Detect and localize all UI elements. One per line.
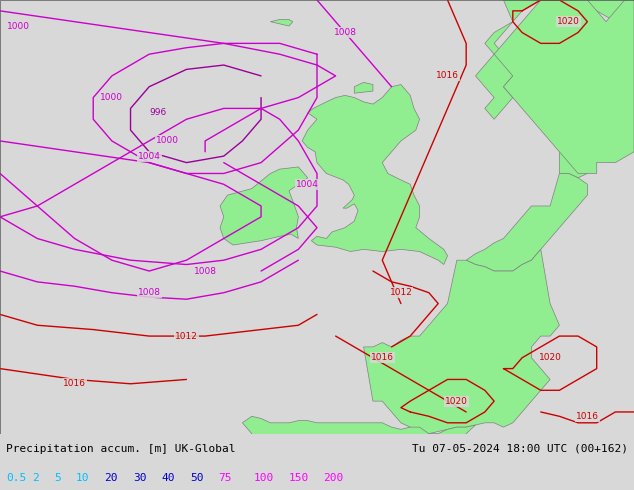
Text: 100: 100: [254, 473, 274, 483]
Text: 1004: 1004: [296, 180, 319, 189]
Text: 0.5: 0.5: [6, 473, 27, 483]
Text: 40: 40: [162, 473, 175, 483]
Text: 1020: 1020: [539, 353, 562, 362]
Text: 1008: 1008: [138, 288, 160, 297]
Text: 1016: 1016: [63, 379, 86, 388]
Text: 1000: 1000: [157, 136, 179, 146]
Polygon shape: [364, 249, 559, 434]
Polygon shape: [559, 113, 616, 178]
Text: 1020: 1020: [557, 17, 580, 26]
Text: 30: 30: [133, 473, 146, 483]
Polygon shape: [270, 20, 293, 26]
Text: 1016: 1016: [371, 353, 394, 362]
Polygon shape: [302, 85, 448, 265]
Text: 75: 75: [219, 473, 232, 483]
Text: 2: 2: [32, 473, 39, 483]
Text: Precipitation accum. [m] UK-Global: Precipitation accum. [m] UK-Global: [6, 444, 236, 454]
Polygon shape: [476, 0, 634, 119]
Text: 1008: 1008: [333, 28, 356, 37]
Text: 5: 5: [54, 473, 61, 483]
Text: 1016: 1016: [576, 412, 599, 421]
Text: 1000: 1000: [100, 93, 124, 102]
Text: 1008: 1008: [193, 267, 217, 275]
Text: 50: 50: [190, 473, 204, 483]
Text: 1000: 1000: [7, 22, 30, 30]
Text: 996: 996: [150, 108, 167, 117]
Text: 1012: 1012: [175, 332, 198, 341]
Text: 1016: 1016: [436, 72, 459, 80]
Text: 150: 150: [288, 473, 309, 483]
Polygon shape: [220, 167, 307, 245]
Text: 1012: 1012: [389, 288, 412, 297]
Polygon shape: [494, 0, 634, 173]
Text: Tu 07-05-2024 18:00 UTC (00+162): Tu 07-05-2024 18:00 UTC (00+162): [411, 444, 628, 454]
Polygon shape: [466, 173, 587, 271]
Text: 1020: 1020: [446, 396, 469, 406]
Text: 10: 10: [76, 473, 89, 483]
Text: 20: 20: [105, 473, 118, 483]
Text: 200: 200: [323, 473, 344, 483]
Polygon shape: [354, 82, 373, 93]
Polygon shape: [233, 416, 476, 490]
Text: 1004: 1004: [138, 151, 160, 161]
